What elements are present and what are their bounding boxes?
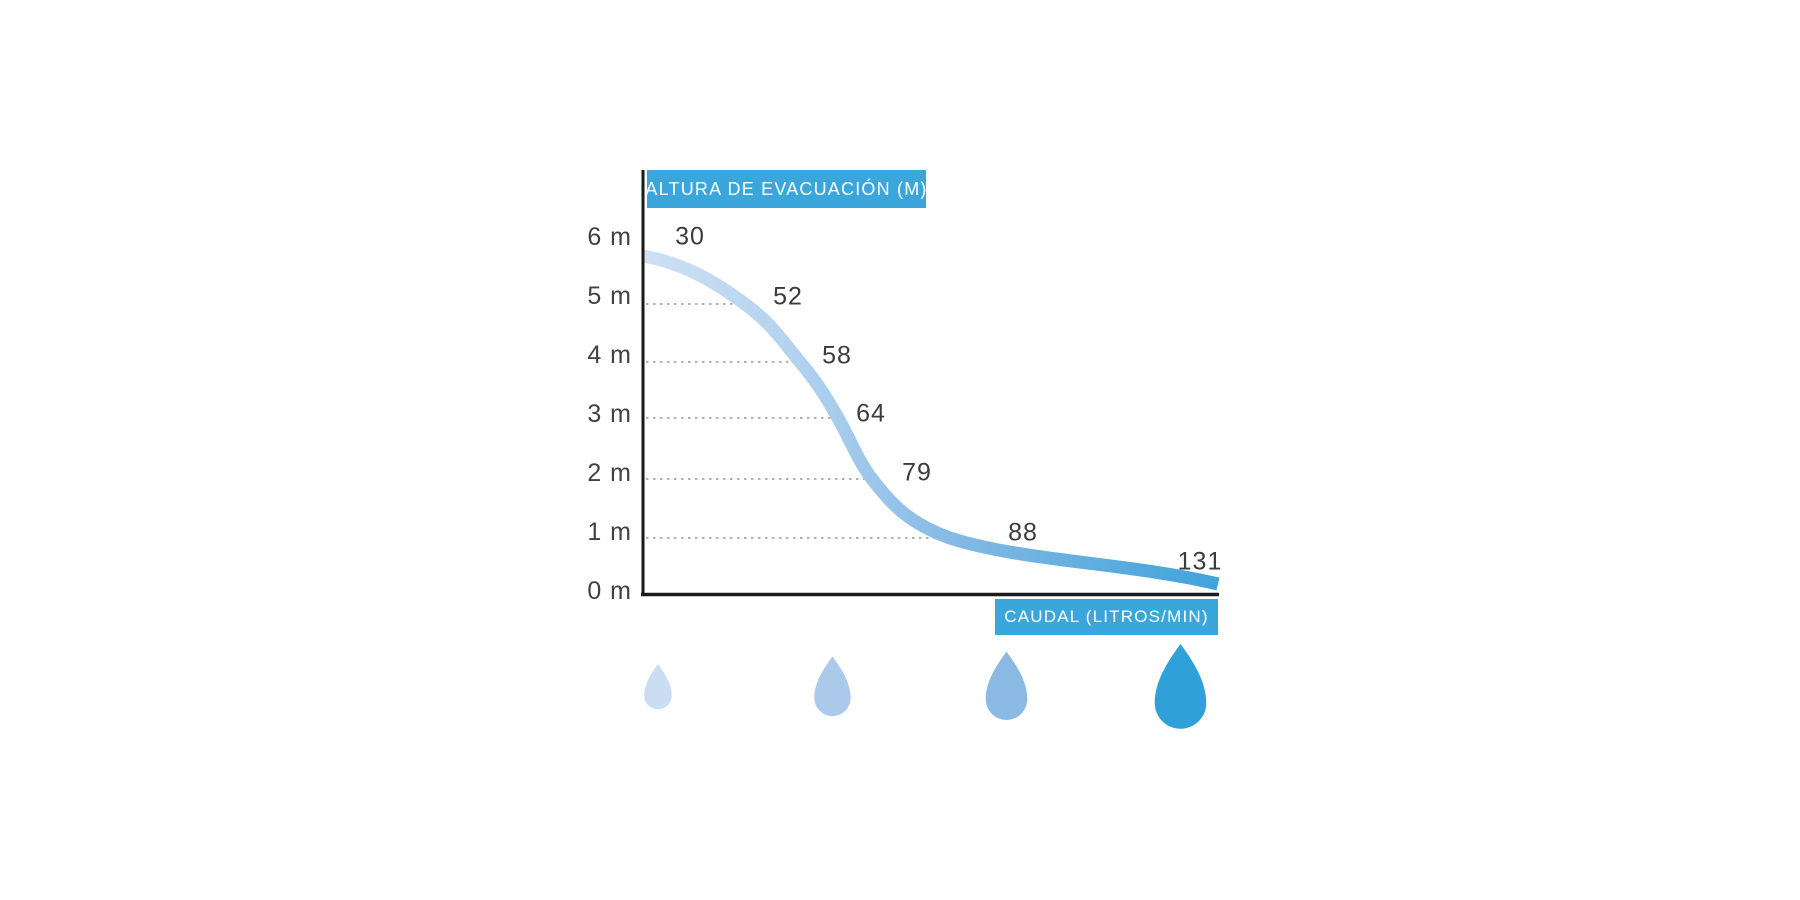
performance-curve bbox=[641, 249, 1220, 591]
water-drop-icon-lg bbox=[1154, 643, 1207, 729]
water-drop-icon-md bbox=[985, 651, 1028, 720]
point-label-58: 58 bbox=[822, 341, 852, 370]
y-tick-6m: 6 m bbox=[587, 223, 632, 251]
dotted-gridlines bbox=[646, 303, 950, 539]
axes bbox=[641, 170, 1219, 597]
point-label-52: 52 bbox=[773, 282, 803, 311]
y-tick-3m: 3 m bbox=[587, 400, 632, 428]
y-tick-4m: 4 m bbox=[587, 341, 632, 369]
point-label-131: 131 bbox=[1177, 547, 1223, 576]
point-label-79: 79 bbox=[902, 458, 932, 487]
point-label-30: 30 bbox=[675, 222, 705, 251]
water-drop-icon-xs bbox=[644, 664, 672, 710]
point-label-64: 64 bbox=[856, 399, 886, 428]
point-label-88: 88 bbox=[1008, 518, 1038, 547]
y-tick-0m: 0 m bbox=[587, 577, 632, 605]
y-tick-5m: 5 m bbox=[587, 282, 632, 310]
y-tick-1m: 1 m bbox=[587, 518, 632, 546]
y-tick-2m: 2 m bbox=[587, 459, 632, 487]
y-axis-title-box: ALTURA DE EVACUACIÓN (M) bbox=[645, 170, 926, 208]
water-drop-icon-sm bbox=[814, 656, 851, 717]
x-axis-title-box: CAUDAL (LITROS/MIN) bbox=[995, 599, 1218, 635]
